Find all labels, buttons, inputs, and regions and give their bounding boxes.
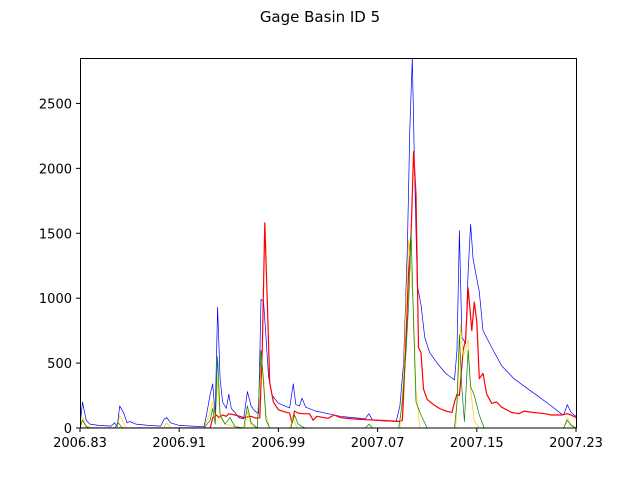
series-line-2 [80, 239, 576, 428]
x-tick-label-2: 2006.99 [252, 436, 306, 451]
series-layer [80, 58, 576, 428]
y-tick-label-3: 1500 [39, 227, 72, 242]
y-tick-label-1: 500 [47, 357, 72, 372]
chart-title: Gage Basin ID 5 [260, 8, 380, 26]
plot-frame [80, 58, 577, 429]
x-tick-label-3: 2007.07 [351, 436, 405, 451]
x-tick-label-5: 2007.23 [549, 436, 603, 451]
series-line-0 [80, 58, 576, 428]
x-axis: 2006.83 2006.91 2006.99 2007.07 2007.15 2007.… [53, 428, 603, 451]
y-tick-label-5: 2500 [39, 97, 72, 112]
series-line-1 [80, 150, 576, 428]
x-tick-label-0: 2006.83 [53, 436, 107, 451]
y-axis: 0 500 1000 1500 2000 2500 [39, 97, 80, 437]
y-tick-label-0: 0 [64, 422, 72, 437]
x-tick-label-1: 2006.91 [152, 436, 206, 451]
x-tick-label-4: 2007.15 [450, 436, 504, 451]
series-line-3 [80, 232, 576, 428]
y-tick-label-2: 1000 [39, 292, 72, 307]
y-tick-label-4: 2000 [39, 162, 72, 177]
